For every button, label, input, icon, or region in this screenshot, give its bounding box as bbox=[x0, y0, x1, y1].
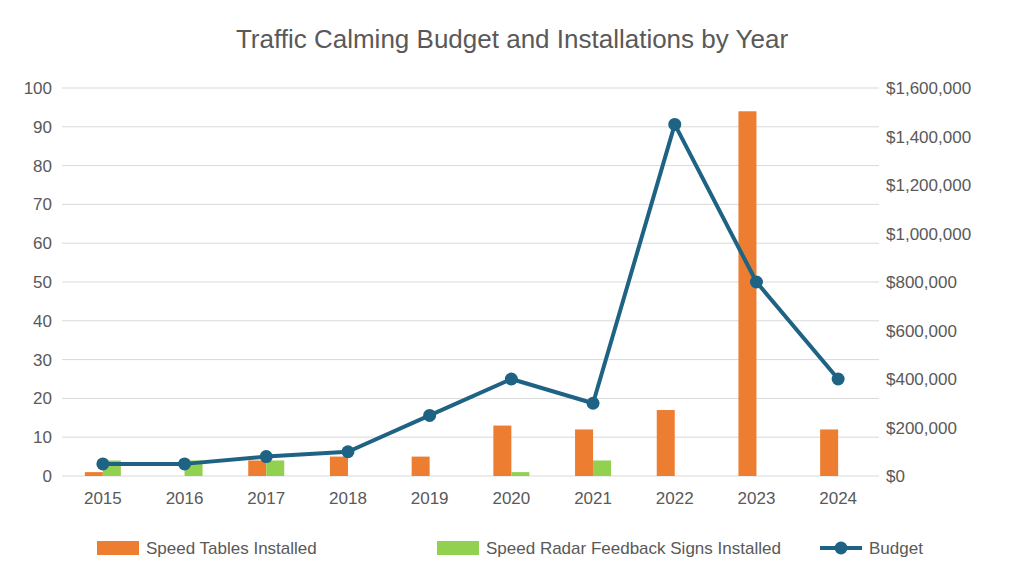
y2-tick bbox=[879, 427, 883, 428]
marker bbox=[260, 450, 273, 463]
marker bbox=[341, 445, 354, 458]
legend-swatch bbox=[437, 541, 479, 555]
x-tick-label: 2021 bbox=[574, 489, 612, 508]
bar bbox=[330, 457, 348, 476]
x-tick-label: 2022 bbox=[656, 489, 694, 508]
y-tick-label: 80 bbox=[33, 157, 52, 176]
y-tick-label: 100 bbox=[24, 79, 52, 98]
x-tick-label: 2023 bbox=[738, 489, 776, 508]
marker bbox=[668, 118, 681, 131]
y2-tick-label: $1,600,000 bbox=[886, 79, 971, 98]
y2-tick-label: $0 bbox=[886, 467, 905, 486]
background bbox=[0, 0, 1024, 584]
y2-tick-label: $200,000 bbox=[886, 419, 957, 438]
legend-swatch bbox=[97, 541, 139, 555]
x-tick-label: 2015 bbox=[84, 489, 122, 508]
bar bbox=[266, 460, 284, 476]
bar bbox=[85, 472, 103, 476]
y-tick-label: 30 bbox=[33, 351, 52, 370]
y-tick-label: 10 bbox=[33, 428, 52, 447]
marker bbox=[832, 373, 845, 386]
y2-tick bbox=[879, 185, 883, 186]
y2-tick bbox=[879, 233, 883, 234]
y2-tick-label: $1,200,000 bbox=[886, 176, 971, 195]
bar bbox=[657, 410, 675, 476]
legend-marker bbox=[835, 542, 848, 555]
x-tick-label: 2019 bbox=[411, 489, 449, 508]
y2-tick bbox=[879, 282, 883, 283]
chart: Traffic Calming Budget and Installations… bbox=[0, 0, 1024, 584]
bar bbox=[348, 476, 366, 477]
plot-marks bbox=[85, 111, 845, 476]
bar bbox=[167, 476, 185, 477]
bar bbox=[756, 476, 774, 477]
bar bbox=[575, 429, 593, 476]
y2-tick-label: $600,000 bbox=[886, 322, 957, 341]
y2-tick bbox=[879, 379, 883, 380]
marker bbox=[178, 457, 191, 470]
line bbox=[103, 124, 838, 464]
y-tick-label: 0 bbox=[43, 467, 52, 486]
bar bbox=[248, 460, 266, 476]
y-tick-label: 60 bbox=[33, 234, 52, 253]
y2-tick bbox=[879, 330, 883, 331]
y-tick-label: 90 bbox=[33, 118, 52, 137]
y2-tick bbox=[879, 88, 883, 89]
bar bbox=[430, 476, 448, 477]
x-tick-label: 2018 bbox=[329, 489, 367, 508]
marker bbox=[505, 373, 518, 386]
x-tick-label: 2017 bbox=[247, 489, 285, 508]
marker bbox=[96, 457, 109, 470]
legend-label: Budget bbox=[869, 539, 923, 558]
marker bbox=[587, 397, 600, 410]
y2-tick-label: $1,000,000 bbox=[886, 225, 971, 244]
grid-line bbox=[62, 88, 879, 89]
y-tick-label: 50 bbox=[33, 273, 52, 292]
legend-label: Speed Radar Feedback Signs Installed bbox=[486, 539, 781, 558]
bar bbox=[593, 460, 611, 476]
title: Traffic Calming Budget and Installations… bbox=[236, 24, 788, 54]
y2-tick bbox=[879, 136, 883, 137]
y2-tick-label: $400,000 bbox=[886, 370, 957, 389]
y2-tick-label: $800,000 bbox=[886, 273, 957, 292]
x-tick-label: 2020 bbox=[492, 489, 530, 508]
marker bbox=[750, 276, 763, 289]
bar bbox=[675, 476, 693, 477]
bar bbox=[493, 426, 511, 476]
y-tick-label: 70 bbox=[33, 195, 52, 214]
x-tick-label: 2024 bbox=[819, 489, 857, 508]
x-tick-label: 2016 bbox=[166, 489, 204, 508]
bar bbox=[412, 457, 430, 476]
bar bbox=[511, 472, 529, 476]
y2-tick bbox=[879, 476, 883, 477]
legend-label: Speed Tables Installed bbox=[146, 539, 317, 558]
bar bbox=[838, 476, 856, 477]
y-tick-label: 20 bbox=[33, 389, 52, 408]
y2-tick-label: $1,400,000 bbox=[886, 128, 971, 147]
marker bbox=[423, 409, 436, 422]
bar bbox=[738, 111, 756, 476]
y-tick-label: 40 bbox=[33, 312, 52, 331]
bar bbox=[820, 429, 838, 476]
